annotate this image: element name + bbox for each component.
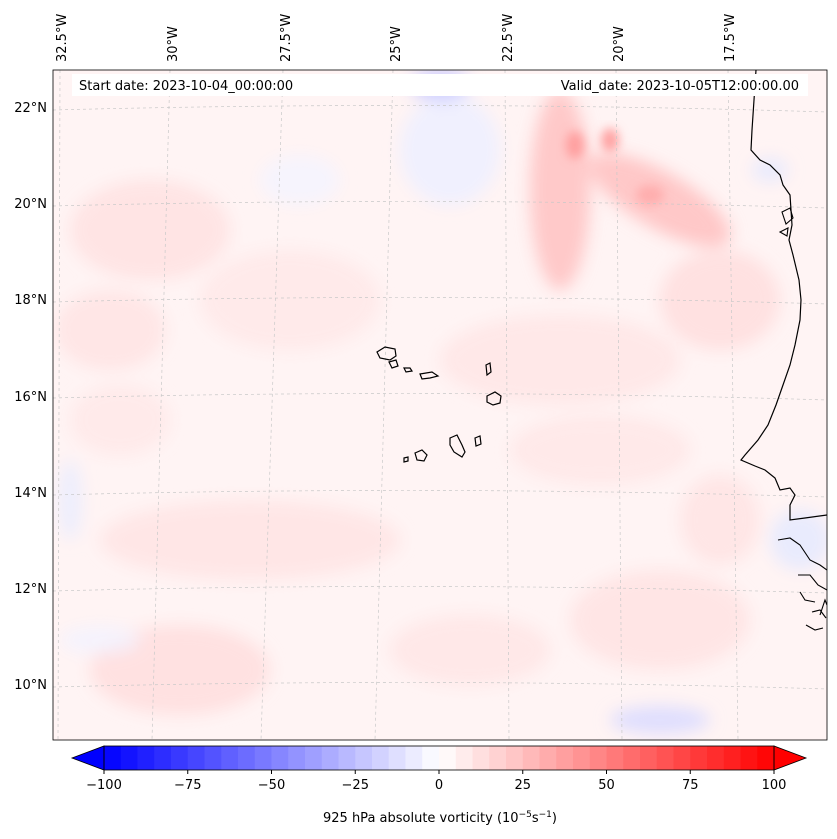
header-strip — [72, 74, 808, 96]
colorbar-extend-low — [70, 745, 105, 771]
lat-label-10n: 10°N — [14, 678, 47, 693]
colorbar-segment — [506, 746, 524, 770]
colorbar-segment — [137, 746, 155, 770]
colorbar-segment — [154, 746, 172, 770]
island-sal — [485, 362, 492, 377]
colorbar-tick-label: 0 — [435, 778, 443, 793]
lon-label-17-5w: 17.5°W — [723, 14, 738, 62]
colorbar-segment — [455, 746, 473, 770]
colorbar-segment — [656, 746, 674, 770]
lon-label-20w: 20°W — [612, 26, 627, 62]
lon-label-27-5w: 27.5°W — [279, 14, 294, 62]
latitude-labels: 22°N 20°N 18°N 16°N 14°N 12°N 10°N — [14, 101, 47, 693]
lon-label-22-5w: 22.5°W — [501, 14, 516, 62]
coastline-islands-north — [778, 207, 794, 237]
colorbar-tick-label: 75 — [682, 778, 699, 793]
lat-label-12n: 12°N — [14, 582, 47, 597]
lon-label-25w: 25°W — [389, 26, 404, 62]
colorbar-segment — [338, 746, 356, 770]
map-frame — [52, 69, 828, 741]
island-santiago — [449, 434, 466, 458]
colorbar-tick-label: 50 — [598, 778, 615, 793]
colorbar-segment — [522, 746, 540, 770]
gridlines — [53, 70, 827, 740]
colorbar-segment — [422, 746, 440, 770]
lat-label-22n: 22°N — [14, 101, 47, 116]
colorbar-segment — [640, 746, 658, 770]
colorbar-segment — [740, 746, 758, 770]
colorbar-segment — [238, 746, 256, 770]
lat-label-14n: 14°N — [14, 486, 47, 501]
colorbar-segments — [104, 746, 775, 770]
coastline-islands-south — [777, 537, 827, 631]
colorbar-segment — [388, 746, 406, 770]
valid-date-label: Valid_date: 2023-10-05T12:00:00.00 — [561, 79, 799, 94]
colorbar-segment — [288, 746, 306, 770]
colorbar-segment — [606, 746, 624, 770]
colorbar-segment — [539, 746, 557, 770]
colorbar-tick-label: −50 — [258, 778, 285, 793]
start-date-label: Start date: 2023-10-04_00:00:00 — [79, 79, 293, 94]
lon-label-30w: 30°W — [166, 26, 181, 62]
island-sao-vicente — [388, 359, 399, 369]
colorbar-segment — [372, 746, 390, 770]
colorbar-segment — [271, 746, 289, 770]
map-area: Start date: 2023-10-04_00:00:00 Valid_da… — [53, 70, 827, 740]
lat-label-18n: 18°N — [14, 293, 47, 308]
island-santo-antao — [376, 346, 397, 361]
colorbar-segment — [254, 746, 272, 770]
colorbar-segment — [623, 746, 641, 770]
colorbar-segment — [187, 746, 205, 770]
colorbar-tick-label: 25 — [514, 778, 531, 793]
colorbar-segment — [573, 746, 591, 770]
colorbar-segment — [120, 746, 138, 770]
colorbar-segment — [673, 746, 691, 770]
colorbar-segment — [355, 746, 373, 770]
colorbar-segment — [171, 746, 189, 770]
vorticity-anomalies — [55, 70, 827, 734]
colorbar-ticks: −100 −75 −50 −25 0 25 50 75 100 — [86, 770, 786, 793]
colorbar-label: 925 hPa absolute vorticity (10−5s−1) — [323, 810, 557, 826]
colorbar-segment — [321, 746, 339, 770]
island-maio — [474, 435, 482, 447]
lat-label-16n: 16°N — [14, 390, 47, 405]
colorbar-segment — [405, 746, 423, 770]
colorbar-segment — [556, 746, 574, 770]
colorbar: −100 −75 −50 −25 0 25 50 75 100 925 hPa absolute… — [70, 745, 808, 826]
longitude-labels: 32.5°W 30°W 27.5°W 25°W 22.5°W 20°W 17.5… — [55, 14, 738, 62]
island-brava — [403, 456, 409, 463]
colorbar-tick-label: −75 — [174, 778, 201, 793]
island-santa-luzia — [403, 367, 414, 373]
colorbar-extend-high — [773, 745, 808, 771]
colorbar-segment — [221, 746, 239, 770]
island-sao-nicolau — [419, 371, 440, 380]
colorbar-segment — [204, 746, 222, 770]
colorbar-tick-label: 100 — [762, 778, 787, 793]
colorbar-segment — [305, 746, 323, 770]
colorbar-segment — [707, 746, 725, 770]
colorbar-tick-label: −25 — [342, 778, 369, 793]
colorbar-segment — [757, 746, 775, 770]
colorbar-segment — [723, 746, 741, 770]
colorbar-segment — [472, 746, 490, 770]
cape-verde-islands — [376, 346, 502, 463]
colorbar-segment — [489, 746, 507, 770]
lon-label-32-5w: 32.5°W — [55, 14, 70, 62]
lat-label-20n: 20°N — [14, 197, 47, 212]
island-boa-vista — [486, 391, 502, 406]
island-fogo — [414, 449, 428, 462]
colorbar-tick-label: −100 — [86, 778, 122, 793]
africa-coastline — [740, 70, 827, 521]
colorbar-segment — [104, 746, 122, 770]
colorbar-segment — [589, 746, 607, 770]
colorbar-segment — [690, 746, 708, 770]
colorbar-segment — [439, 746, 457, 770]
